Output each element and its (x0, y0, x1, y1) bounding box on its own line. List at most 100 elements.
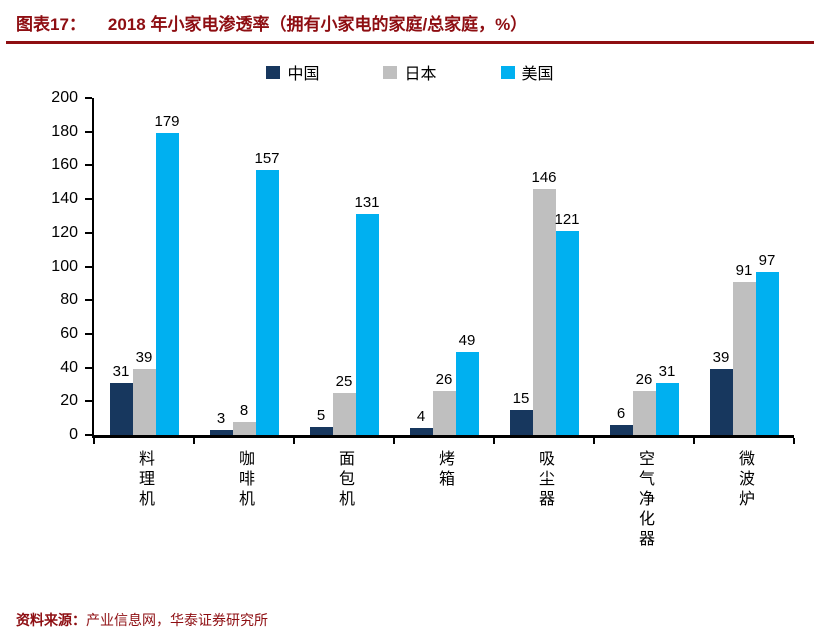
bar-value-label: 131 (354, 194, 380, 212)
y-tick-label: 120 (51, 223, 78, 241)
plot-area: 31 39 179 3 8 157 5 25 131 4 26 49 15 146 121 6 26 31 39 91… (92, 98, 795, 444)
legend-item-日本: 日本 (383, 60, 437, 84)
bar-日本-吸尘器: 146 (531, 169, 557, 435)
bar-美国-咖啡机: 157 (254, 150, 280, 435)
category-label: 微波炉 (736, 450, 753, 510)
x-tick-mark (493, 438, 495, 444)
bar-value-label: 31 (658, 362, 676, 380)
y-tick-label: 140 (51, 190, 78, 208)
category-label: 面包机 (336, 450, 353, 510)
x-tick-mark (93, 438, 95, 444)
bar-中国-面包机: 5 (309, 407, 333, 435)
bar-美国-微波炉: 97 (755, 252, 779, 435)
y-tick-label: 40 (60, 358, 78, 376)
bar-value-label: 31 (112, 362, 130, 380)
category-label: 咖啡机 (236, 450, 253, 510)
x-tick-mark (293, 438, 295, 444)
legend-label: 中国 (287, 66, 320, 83)
bar-chart: 0 20 40 60 80 100 120 140 160 180 200 31 39 179 3 8 157… (0, 89, 820, 600)
x-tick-mark (793, 438, 795, 444)
figure-title: 2018 年小家电渗透率（拥有小家电的家庭/总家庭，%） (107, 15, 528, 34)
category-cell-微波炉: 微波炉 (694, 450, 794, 510)
y-tick-mark (85, 299, 92, 302)
y-tick-mark (85, 366, 92, 369)
bar-中国-微波炉: 39 (709, 349, 733, 435)
bar-group-烤箱: 4 26 49 (394, 98, 494, 435)
bar-value-label: 91 (735, 261, 753, 279)
bar-value-label: 157 (254, 150, 280, 168)
header-divider (6, 41, 814, 44)
bar-value-label: 121 (554, 211, 580, 229)
bar-value-label: 39 (712, 349, 730, 367)
legend-label: 美国 (521, 66, 554, 83)
bar-中国-咖啡机: 3 (209, 410, 233, 435)
bar-美国-烤箱: 49 (455, 332, 479, 435)
bar-value-label: 49 (458, 332, 476, 350)
bar-group-料理机: 31 39 179 (94, 98, 194, 435)
y-tick-label: 20 (60, 392, 78, 410)
legend-swatch (266, 65, 281, 79)
bar-美国-料理机: 179 (154, 113, 180, 435)
y-tick-mark (85, 198, 92, 201)
y-tick-mark (85, 434, 92, 436)
bar-group-微波炉: 39 91 97 (694, 98, 794, 435)
bar-value-label: 4 (416, 408, 426, 426)
source-label: 资料来源： (16, 612, 86, 628)
bar-group-面包机: 5 25 131 (294, 98, 394, 435)
x-tick-mark (393, 438, 395, 444)
y-tick-label: 0 (69, 426, 78, 443)
bar-中国-空气净化器: 6 (609, 405, 633, 435)
category-label: 吸尘器 (536, 450, 553, 510)
x-tick-mark (593, 438, 595, 444)
legend-swatch (500, 65, 515, 79)
legend-item-中国: 中国 (266, 60, 319, 84)
figure-header: 图表17： 2018 年小家电渗透率（拥有小家电的家庭/总家庭，%） (0, 0, 820, 41)
y-tick-mark (85, 400, 92, 403)
x-tick-mark (693, 438, 695, 444)
bar-日本-微波炉: 91 (732, 262, 756, 435)
bar-日本-烤箱: 26 (432, 371, 456, 435)
y-tick-label: 160 (51, 156, 78, 174)
x-axis-labels: 料理机 咖啡机 面包机 烤箱 吸尘器 空气净化器 微波炉 (92, 438, 794, 600)
category-label: 空气净化器 (636, 450, 653, 550)
chart-legend: 中国 日本 美国 (0, 60, 820, 84)
legend-item-美国: 美国 (500, 60, 554, 84)
bar-value-label: 15 (512, 389, 530, 407)
bar-value-label: 25 (335, 372, 353, 390)
bar-value-label: 8 (239, 401, 249, 419)
y-tick-label: 200 (51, 89, 78, 106)
y-tick-mark (85, 130, 92, 133)
bar-value-label: 26 (435, 371, 453, 389)
bar-日本-咖啡机: 8 (232, 402, 256, 435)
bar-value-label: 26 (635, 371, 653, 389)
bar-group-空气净化器: 6 26 31 (594, 98, 694, 435)
y-tick-label: 180 (51, 122, 78, 140)
bar-日本-空气净化器: 26 (632, 371, 656, 435)
y-tick-label: 100 (51, 257, 78, 275)
bar-美国-面包机: 131 (354, 194, 380, 435)
bar-日本-面包机: 25 (332, 373, 356, 435)
bar-value-label: 6 (616, 404, 626, 422)
bar-美国-吸尘器: 121 (554, 211, 580, 435)
y-tick-mark (85, 97, 92, 99)
y-tick-label: 80 (60, 291, 78, 309)
bar-value-label: 179 (154, 113, 180, 131)
y-tick-mark (85, 164, 92, 167)
y-axis: 0 20 40 60 80 100 120 140 160 180 200 (8, 89, 92, 443)
x-tick-mark (193, 438, 195, 444)
category-cell-面包机: 面包机 (294, 450, 394, 510)
category-cell-烤箱: 烤箱 (394, 450, 494, 490)
category-cell-咖啡机: 咖啡机 (194, 450, 294, 510)
source-text: 产业信息网，华泰证券研究所 (86, 612, 268, 628)
bar-value-label: 5 (316, 406, 326, 424)
bar-value-label: 39 (135, 349, 153, 367)
bar-美国-空气净化器: 31 (655, 363, 679, 435)
bar-中国-烤箱: 4 (409, 408, 433, 435)
bar-value-label: 3 (216, 409, 226, 427)
figure-label: 图表17： (16, 15, 86, 34)
bar-value-label: 146 (531, 169, 557, 186)
category-cell-吸尘器: 吸尘器 (494, 450, 594, 510)
legend-swatch (383, 65, 398, 79)
bar-中国-吸尘器: 15 (509, 390, 533, 435)
